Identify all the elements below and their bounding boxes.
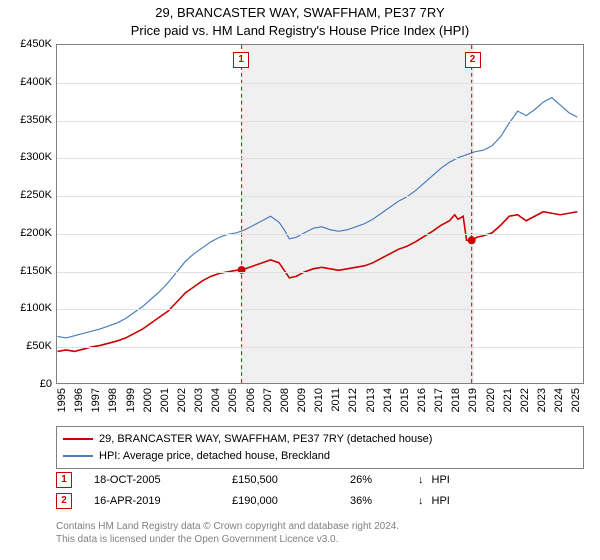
sales-table: 1 18-OCT-2005 £150,500 26% ↓ HPI 2 16-AP…: [56, 470, 584, 512]
y-axis-tick-label: £450K: [2, 38, 52, 50]
legend-row-hpi: HPI: Average price, detached house, Brec…: [63, 448, 577, 465]
legend-swatch-hpi: [63, 455, 93, 457]
x-axis-tick-label: 2014: [382, 388, 394, 428]
x-axis-tick-label: 2018: [450, 388, 462, 428]
y-axis-tick-label: £0: [2, 378, 52, 390]
sale-badge-2: 2: [56, 493, 72, 509]
x-axis-tick-label: 2003: [193, 388, 205, 428]
sale-date: 18-OCT-2005: [94, 470, 224, 491]
sale-pct: 36%: [350, 491, 410, 512]
x-axis-tick-label: 2012: [347, 388, 359, 428]
x-axis-tick-label: 2006: [245, 388, 257, 428]
x-axis-tick-label: 1999: [125, 388, 137, 428]
table-row: 2 16-APR-2019 £190,000 36% ↓ HPI: [56, 491, 584, 512]
x-axis-tick-label: 2000: [142, 388, 154, 428]
sale-price: £190,000: [232, 491, 342, 512]
x-axis-tick-label: 2024: [553, 388, 565, 428]
y-axis-tick-label: £250K: [2, 189, 52, 201]
legend-label-hpi: HPI: Average price, detached house, Brec…: [99, 448, 330, 465]
footer-line-1: Contains HM Land Registry data © Crown c…: [56, 520, 584, 533]
x-axis-tick-label: 1998: [107, 388, 119, 428]
x-axis-tick-label: 2025: [570, 388, 582, 428]
x-axis-tick-label: 1995: [56, 388, 68, 428]
legend-row-property: 29, BRANCASTER WAY, SWAFFHAM, PE37 7RY (…: [63, 431, 577, 448]
chart-title-block: 29, BRANCASTER WAY, SWAFFHAM, PE37 7RY P…: [0, 0, 600, 39]
y-axis-tick-label: £400K: [2, 76, 52, 88]
sale-date: 16-APR-2019: [94, 491, 224, 512]
x-axis-tick-label: 2022: [519, 388, 531, 428]
chart-plot-area: [56, 44, 584, 384]
x-axis-tick-label: 2002: [176, 388, 188, 428]
x-axis-tick-label: 1997: [90, 388, 102, 428]
legend-label-property: 29, BRANCASTER WAY, SWAFFHAM, PE37 7RY (…: [99, 431, 432, 448]
legend-swatch-property: [63, 438, 93, 440]
chart-svg: [57, 45, 583, 383]
footer-line-2: This data is licensed under the Open Gov…: [56, 533, 584, 546]
x-axis-tick-label: 2008: [279, 388, 291, 428]
y-axis-tick-label: £350K: [2, 114, 52, 126]
x-axis-tick-label: 2020: [485, 388, 497, 428]
footer-note: Contains HM Land Registry data © Crown c…: [56, 520, 584, 546]
x-axis-tick-label: 2017: [433, 388, 445, 428]
legend-box: 29, BRANCASTER WAY, SWAFFHAM, PE37 7RY (…: [56, 426, 584, 469]
y-axis-tick-label: £150K: [2, 265, 52, 277]
x-axis-tick-label: 2001: [159, 388, 171, 428]
arrow-down-icon: ↓: [418, 470, 424, 491]
sale-pct: 26%: [350, 470, 410, 491]
title-line-2: Price paid vs. HM Land Registry's House …: [0, 22, 600, 40]
x-axis-tick-label: 2023: [536, 388, 548, 428]
x-axis-tick-label: 2021: [502, 388, 514, 428]
x-axis-tick-label: 2005: [227, 388, 239, 428]
sale-marker-badge: 1: [233, 52, 249, 68]
title-line-1: 29, BRANCASTER WAY, SWAFFHAM, PE37 7RY: [0, 4, 600, 22]
x-axis-tick-label: 2019: [467, 388, 479, 428]
arrow-down-icon: ↓: [418, 491, 424, 512]
x-axis-tick-label: 1996: [73, 388, 85, 428]
x-axis-tick-label: 2016: [416, 388, 428, 428]
x-axis-tick-label: 2013: [365, 388, 377, 428]
x-axis-tick-label: 2011: [330, 388, 342, 428]
x-axis-tick-label: 2004: [210, 388, 222, 428]
x-axis-tick-label: 2009: [296, 388, 308, 428]
sale-marker-badge: 2: [465, 52, 481, 68]
sale-suffix: HPI: [432, 491, 450, 512]
x-axis-tick-label: 2010: [313, 388, 325, 428]
sale-price: £150,500: [232, 470, 342, 491]
x-axis-tick-label: 2007: [262, 388, 274, 428]
table-row: 1 18-OCT-2005 £150,500 26% ↓ HPI: [56, 470, 584, 491]
sale-badge-1: 1: [56, 472, 72, 488]
sale-suffix: HPI: [432, 470, 450, 491]
y-axis-tick-label: £100K: [2, 302, 52, 314]
x-axis-tick-label: 2015: [399, 388, 411, 428]
y-axis-tick-label: £300K: [2, 151, 52, 163]
y-axis-tick-label: £50K: [2, 340, 52, 352]
y-axis-tick-label: £200K: [2, 227, 52, 239]
